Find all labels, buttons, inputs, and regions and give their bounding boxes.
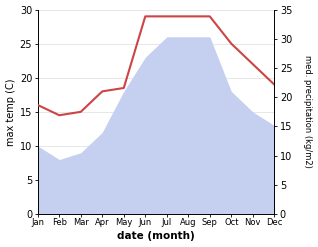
Y-axis label: med. precipitation (kg/m2): med. precipitation (kg/m2) — [303, 55, 313, 168]
X-axis label: date (month): date (month) — [117, 231, 195, 242]
Y-axis label: max temp (C): max temp (C) — [5, 78, 16, 145]
